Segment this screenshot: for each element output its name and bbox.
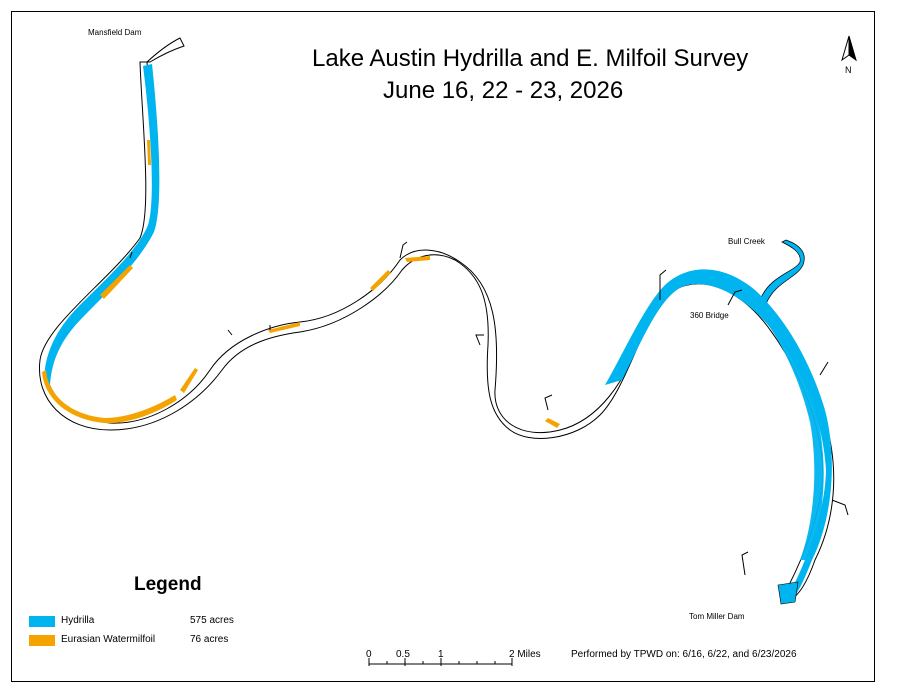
milfoil-mid-1 [180, 368, 198, 393]
map-frame [11, 11, 875, 682]
label-bull-creek: Bull Creek [728, 237, 765, 246]
survey-credit: Performed by TPWD on: 6/16, 6/22, and 6/… [571, 649, 797, 660]
legend-acres: 76 acres [190, 634, 229, 645]
scale-tick-0.5: 0.5 [396, 649, 410, 660]
milfoil-mid-2 [268, 322, 300, 333]
bull-creek-arm [759, 239, 805, 305]
legend-title: Legend [134, 574, 202, 595]
scale-tick-0: 0 [366, 649, 372, 660]
scale-bar [368, 658, 513, 666]
hydrilla-east-channel [755, 302, 824, 560]
milfoil-swatch [29, 635, 55, 646]
hydrilla-lower-reach [605, 269, 832, 600]
label-mansfield-dam: Mansfield Dam [88, 28, 142, 37]
legend-label: Eurasian Watermilfoil [61, 634, 156, 645]
hydrilla-swatch [29, 616, 55, 627]
milfoil-mid-4 [405, 256, 430, 262]
map-title-line2: June 16, 22 - 23, 2026 [383, 77, 624, 104]
lake-upper-end [140, 37, 185, 63]
hydrilla-tom-miller [777, 581, 799, 605]
scale-tick-2-miles: 2 Miles [509, 649, 541, 660]
milfoil-upper-mid [147, 140, 151, 165]
scale-tick-1: 1 [438, 649, 444, 660]
label-360-bridge: 360 Bridge [690, 311, 729, 320]
hydrilla-upper-reach [44, 64, 160, 385]
lake-outline [38, 61, 835, 601]
milfoil-mid-5 [545, 418, 560, 428]
north-label: N [845, 65, 852, 75]
milfoil-mid-3 [370, 270, 391, 291]
legend-acres: 575 acres [190, 615, 234, 626]
milfoil-upper-west [100, 265, 133, 299]
inlet-lines [129, 241, 849, 576]
north-arrow-icon [841, 35, 857, 62]
map-title-line1: Lake Austin Hydrilla and E. Milfoil Surv… [312, 45, 749, 72]
legend-label: Hydrilla [61, 615, 95, 626]
label-tom-miller-dam: Tom Miller Dam [689, 612, 745, 621]
